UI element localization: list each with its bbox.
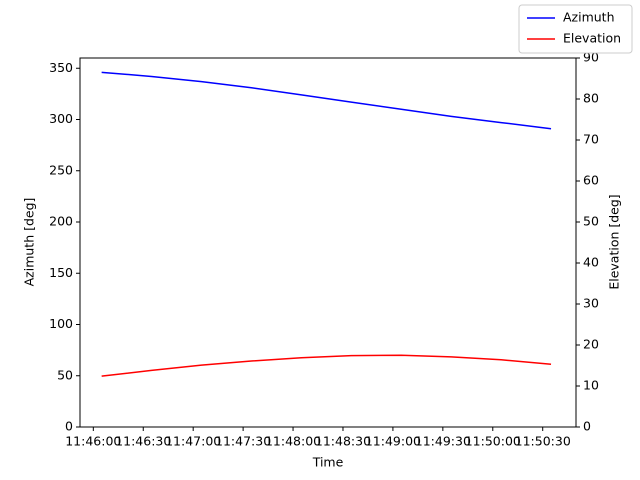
x-axis-label: Time <box>312 455 344 470</box>
y2-axis-label: Elevation [deg] <box>607 194 622 289</box>
y2-tick-label: 20 <box>583 337 599 352</box>
y2-tick-label: 60 <box>583 173 599 188</box>
line <box>101 354 552 377</box>
x-tick-label: 11:49:00 <box>365 434 421 449</box>
y-tick-label: 250 <box>49 162 73 177</box>
x-tick-label: 11:49:30 <box>415 434 471 449</box>
x-tick-label: 11:50:00 <box>465 434 521 449</box>
legend-label: Azimuth <box>563 10 615 25</box>
y2-tick-label: 50 <box>583 214 599 229</box>
x-tick-label: 11:46:30 <box>115 434 171 449</box>
y-tick-label: 150 <box>49 265 73 280</box>
y-tick-label: 350 <box>49 60 73 75</box>
y-tick-label: 0 <box>65 419 73 434</box>
y2-tick-label: 40 <box>583 255 599 270</box>
y2-tick-label: 70 <box>583 132 599 147</box>
y-axis-label: Azimuth [deg] <box>22 198 37 287</box>
y-tick-label: 100 <box>49 316 73 331</box>
y-tick-label: 300 <box>49 111 73 126</box>
y2-tick-label: 80 <box>583 91 599 106</box>
plot-frame <box>79 57 577 428</box>
y-tick-label: 50 <box>57 367 73 382</box>
x-tick-label: 11:48:30 <box>315 434 371 449</box>
x-tick-label: 11:47:30 <box>215 434 271 449</box>
x-tick-label: 11:46:00 <box>65 434 121 449</box>
x-tick-label: 11:48:00 <box>265 434 321 449</box>
y2-tick-label: 0 <box>583 419 591 434</box>
x-tick-label: 11:47:00 <box>165 434 221 449</box>
legend-label: Elevation <box>563 31 621 46</box>
y2-tick-label: 10 <box>583 378 599 393</box>
y-tick-label: 200 <box>49 214 73 229</box>
x-tick-label: 11:50:30 <box>515 434 571 449</box>
legend-box <box>518 4 633 54</box>
line <box>101 71 552 130</box>
y2-tick-label: 30 <box>583 296 599 311</box>
